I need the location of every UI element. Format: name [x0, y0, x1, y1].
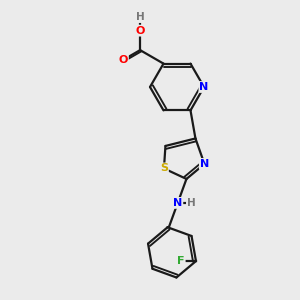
Text: O: O	[118, 55, 128, 65]
Text: O: O	[135, 26, 145, 36]
Text: N: N	[173, 198, 182, 208]
Text: S: S	[160, 164, 168, 173]
Text: N: N	[200, 82, 208, 92]
Text: N: N	[200, 159, 209, 169]
Text: F: F	[177, 256, 185, 266]
Text: H: H	[136, 12, 145, 22]
Text: H: H	[187, 198, 196, 208]
